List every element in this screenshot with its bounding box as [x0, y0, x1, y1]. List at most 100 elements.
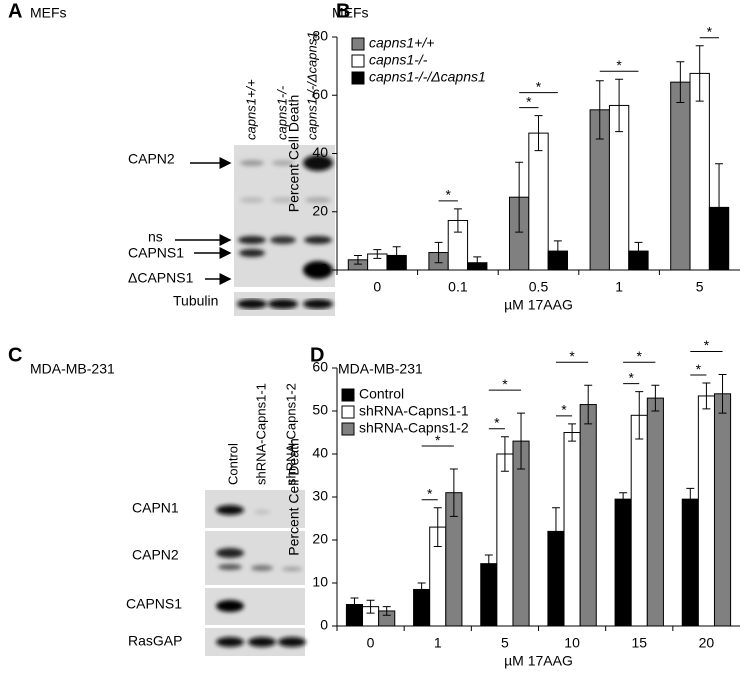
- error-bar: [686, 487, 695, 511]
- x-tick-label: 0: [373, 279, 381, 295]
- bar: [563, 432, 581, 627]
- significance-label: *: [704, 337, 710, 353]
- y-tick-label: 60: [312, 359, 328, 375]
- band-label: ΔCAPNS1: [128, 270, 194, 286]
- bar: [697, 395, 715, 627]
- error-bar: [595, 80, 604, 140]
- error-bar: [350, 597, 359, 612]
- error-bar: [702, 382, 711, 410]
- lane-label: Control: [225, 443, 240, 485]
- error-bar: [473, 256, 482, 270]
- band-label: CAPN2: [132, 547, 179, 563]
- bar: [496, 453, 514, 627]
- y-tick-label: 0: [320, 261, 328, 277]
- y-tick-label: 50: [312, 402, 328, 418]
- bar: [630, 414, 648, 627]
- band-label: ns: [148, 229, 163, 245]
- band-label: CAPNS1: [128, 245, 184, 261]
- significance-label: *: [561, 402, 567, 418]
- error-bar: [433, 507, 442, 547]
- x-tick-label: 5: [501, 635, 509, 651]
- legend-label: capns1-/-: [369, 52, 428, 68]
- y-tick-label: 80: [312, 28, 328, 44]
- significance-label: *: [536, 78, 542, 94]
- x-tick-label: 10: [564, 635, 580, 651]
- lane-label: capns1-/-/Δcapns1: [304, 32, 319, 140]
- error-bar: [584, 384, 593, 425]
- significance-label: *: [616, 57, 622, 73]
- significance-label: *: [435, 432, 441, 448]
- legend-swatch: [351, 37, 365, 51]
- significance-label: *: [696, 361, 702, 377]
- band-label: CAPN2: [128, 151, 175, 167]
- x-tick-label: 1: [615, 279, 623, 295]
- error-bar: [619, 492, 628, 507]
- y-tick-label: 20: [312, 531, 328, 547]
- y-tick-label: 60: [312, 86, 328, 102]
- bar: [681, 498, 699, 627]
- error-bar: [484, 554, 493, 573]
- error-bar: [382, 606, 391, 616]
- y-tick-label: 0: [320, 617, 328, 633]
- error-bar: [551, 507, 560, 556]
- legend-label: Control: [359, 386, 404, 402]
- x-tick-label: 0.1: [448, 279, 468, 295]
- legend-label: capns1+/+: [369, 35, 434, 51]
- significance-label: *: [628, 369, 634, 385]
- y-tick-label: 30: [312, 488, 328, 504]
- error-bar: [434, 241, 443, 264]
- error-bar: [553, 240, 562, 262]
- x-axis-label: µM 17AAG: [504, 653, 573, 669]
- blot: [234, 145, 335, 316]
- significance-label: *: [446, 187, 452, 203]
- error-bar: [373, 249, 382, 259]
- bar: [713, 393, 732, 627]
- error-bar: [634, 241, 643, 261]
- y-axis-label: Percent Cell Death: [286, 438, 302, 556]
- legend-label: shRNA-Capns1-1: [359, 403, 469, 419]
- chart-title: MDA-MB-231: [338, 361, 423, 377]
- error-bar: [449, 468, 458, 517]
- legend-swatch: [351, 71, 365, 85]
- bar: [528, 132, 549, 271]
- error-bar: [517, 412, 526, 470]
- panel-title: MEFs: [30, 5, 67, 21]
- legend-swatch: [351, 54, 365, 68]
- band-label: Tubulin: [173, 293, 218, 309]
- error-bar: [392, 246, 401, 265]
- legend-swatch: [341, 388, 355, 402]
- legend-label: shRNA-Capns1-2: [359, 420, 469, 436]
- error-bar: [534, 115, 543, 152]
- blot: [205, 490, 306, 656]
- x-tick-label: 0: [367, 635, 375, 651]
- panel-letter: D: [310, 344, 324, 366]
- legend-swatch: [341, 405, 355, 419]
- panel-letter: B: [336, 0, 350, 22]
- x-tick-label: 5: [696, 279, 704, 295]
- lane-label: shRNA-Capns1-1: [253, 383, 268, 485]
- band-label: RasGAP: [128, 633, 182, 649]
- significance-label: *: [637, 348, 643, 364]
- bar: [614, 498, 632, 627]
- x-tick-label: 20: [699, 635, 715, 651]
- panel-letter: A: [8, 0, 22, 22]
- legend-swatch: [341, 422, 355, 436]
- error-bar: [500, 436, 509, 472]
- bar: [480, 563, 498, 627]
- x-axis-label: µM 17AAG: [504, 297, 573, 313]
- error-bar: [366, 599, 375, 614]
- lane-label: shRNA-Capns1-2: [283, 383, 298, 485]
- significance-label: *: [707, 23, 713, 39]
- x-tick-label: 1: [434, 635, 442, 651]
- error-bar: [515, 161, 524, 233]
- bar: [689, 72, 710, 271]
- error-bar: [615, 78, 624, 133]
- y-tick-label: 20: [312, 202, 328, 218]
- error-bar: [417, 582, 426, 597]
- y-tick-label: 40: [312, 445, 328, 461]
- bar: [646, 397, 664, 627]
- significance-label: *: [526, 93, 532, 109]
- lane-label: capns1+/+: [243, 79, 258, 140]
- error-bar: [453, 208, 462, 233]
